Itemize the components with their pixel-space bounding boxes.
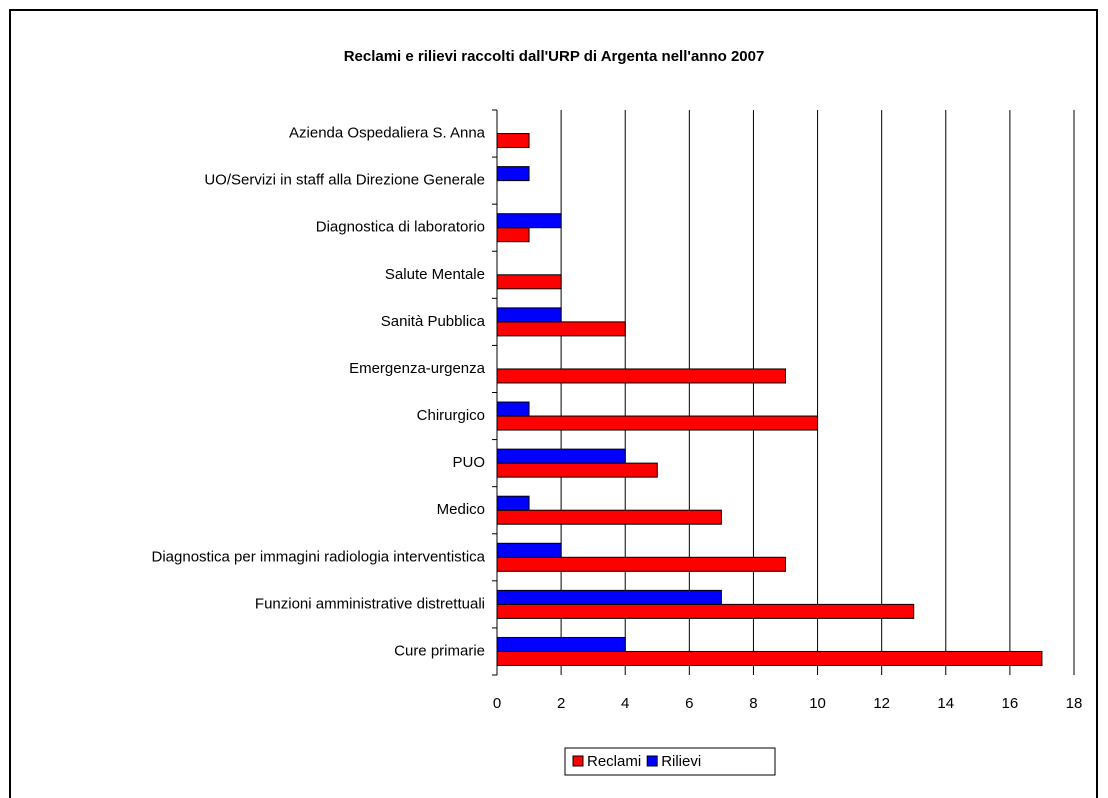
bar	[496, 495, 530, 511]
bar	[496, 415, 819, 431]
x-tick-label: 0	[493, 695, 501, 712]
bar	[496, 133, 530, 149]
x-tick-label: 16	[1002, 695, 1019, 712]
x-tick-label: 12	[873, 695, 890, 712]
x-tick-label: 4	[621, 695, 629, 712]
y-tick-label: Diagnostica di laboratorio	[316, 219, 485, 236]
chart-title: Reclami e rilievi raccolti dall'URP di A…	[344, 48, 765, 65]
y-tick-label: UO/Servizi in staff alla Direzione Gener…	[204, 172, 485, 189]
y-tick-label: Medico	[437, 501, 485, 518]
legend-label: Rilievi	[661, 753, 701, 770]
bar	[496, 321, 626, 337]
bar	[496, 307, 562, 323]
x-tick-label: 14	[937, 695, 954, 712]
x-tick-label: 10	[809, 695, 826, 712]
y-tick-label: Sanità Pubblica	[381, 313, 486, 330]
x-tick-label: 8	[749, 695, 757, 712]
y-tick-label: PUO	[452, 454, 485, 471]
legend-box	[564, 747, 776, 776]
y-tick-label: Salute Mentale	[385, 266, 485, 283]
bar	[496, 274, 562, 290]
x-tick-label: 18	[1066, 695, 1083, 712]
legend-swatch	[572, 755, 584, 767]
bar	[496, 166, 530, 182]
bar	[496, 462, 658, 478]
bar	[496, 650, 1043, 666]
y-tick-label: Azienda Ospedaliera S. Anna	[289, 125, 486, 142]
bar	[496, 368, 786, 384]
bar	[496, 542, 562, 558]
bar	[496, 603, 915, 619]
bar	[496, 401, 530, 417]
bar	[496, 556, 786, 572]
y-tick-label: Chirurgico	[417, 407, 485, 424]
y-tick-label: Cure primarie	[394, 642, 485, 659]
chart-frame	[9, 9, 1098, 798]
bar	[496, 636, 626, 652]
x-tick-label: 2	[557, 695, 565, 712]
bar	[496, 509, 722, 525]
x-tick-label: 6	[685, 695, 693, 712]
legend-swatch	[646, 755, 658, 767]
bar	[496, 448, 626, 464]
y-tick-label: Diagnostica per immagini radiologia inte…	[152, 548, 486, 565]
y-tick-label: Emergenza-urgenza	[349, 360, 486, 377]
y-tick-label: Funzioni amministrative distrettuali	[255, 595, 485, 612]
legend-label: Reclami	[587, 753, 641, 770]
bar	[496, 589, 722, 605]
bar	[496, 213, 562, 229]
bar	[496, 227, 530, 243]
